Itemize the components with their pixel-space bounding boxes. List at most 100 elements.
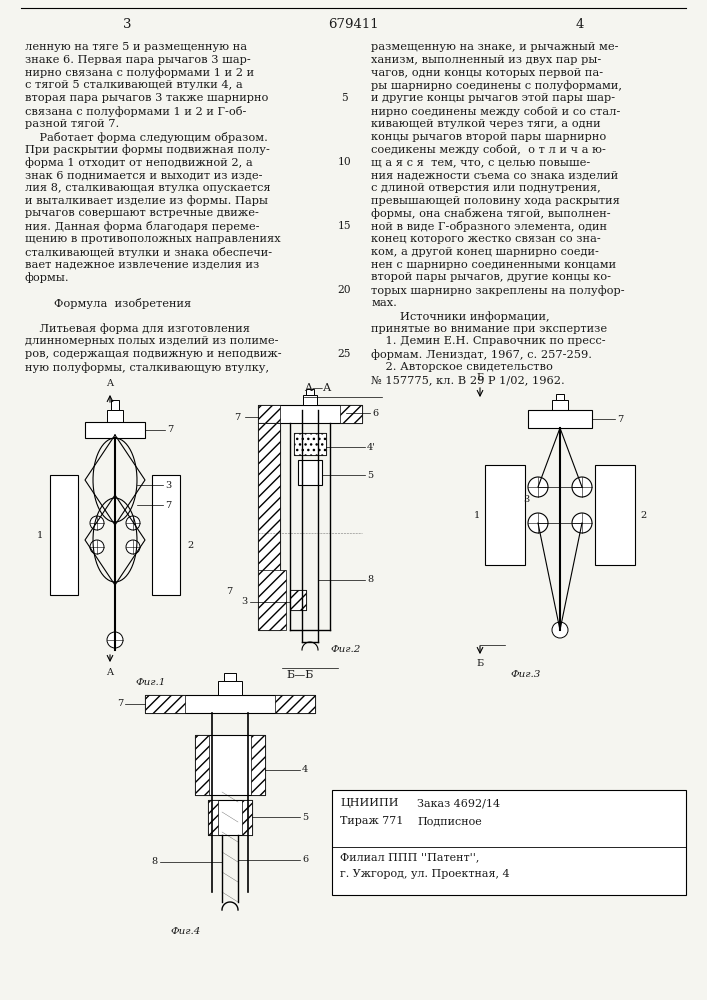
Text: 2. Авторское свидетельство: 2. Авторское свидетельство xyxy=(371,362,553,372)
Text: 7: 7 xyxy=(226,587,232,596)
Bar xyxy=(111,400,119,410)
Bar xyxy=(242,800,252,835)
Text: 15: 15 xyxy=(337,221,351,231)
Text: A: A xyxy=(107,668,114,677)
Text: ленную на тяге 5 и размещенную на: ленную на тяге 5 и размещенную на xyxy=(25,42,247,52)
Circle shape xyxy=(90,516,104,530)
Text: разной тягой 7.: разной тягой 7. xyxy=(25,119,119,129)
Text: 5: 5 xyxy=(367,471,373,480)
Bar xyxy=(258,570,286,630)
Text: 7: 7 xyxy=(234,412,240,422)
Text: 5: 5 xyxy=(302,812,308,822)
Bar xyxy=(306,389,314,395)
Text: с тягой 5 сталкивающей втулки 4, а: с тягой 5 сталкивающей втулки 4, а xyxy=(25,80,243,90)
Text: 2: 2 xyxy=(187,540,193,550)
Text: 679411: 679411 xyxy=(328,18,379,31)
Text: концы рычагов второй пары шарнирно: концы рычагов второй пары шарнирно xyxy=(371,132,607,142)
Text: 20: 20 xyxy=(337,285,351,295)
Bar xyxy=(50,475,78,595)
Bar xyxy=(275,695,315,713)
Bar xyxy=(332,790,686,895)
Circle shape xyxy=(126,516,140,530)
Text: нирно связана с полуформами 1 и 2 и: нирно связана с полуформами 1 и 2 и xyxy=(25,68,254,78)
Bar xyxy=(145,695,315,713)
Bar xyxy=(208,800,218,835)
Bar xyxy=(145,695,185,713)
Text: ЦНИИПИ: ЦНИИПИ xyxy=(340,798,399,808)
Text: нирно соединены между собой и со стал-: нирно соединены между собой и со стал- xyxy=(371,106,621,117)
Bar xyxy=(528,410,592,428)
Bar xyxy=(294,433,326,455)
Text: Работает форма следующим образом.: Работает форма следующим образом. xyxy=(25,132,268,143)
Text: рычагов совершают встречные движе-: рычагов совершают встречные движе- xyxy=(25,208,259,218)
Text: лия 8, сталкивающая втулка опускается: лия 8, сталкивающая втулка опускается xyxy=(25,183,270,193)
Text: 7: 7 xyxy=(617,414,624,424)
Bar xyxy=(290,590,306,610)
Bar xyxy=(107,410,123,422)
Text: формы.: формы. xyxy=(25,272,69,283)
Text: 3: 3 xyxy=(524,495,530,504)
Bar xyxy=(485,465,525,565)
Text: вторая пара рычагов 3 также шарнирно: вторая пара рычагов 3 также шарнирно xyxy=(25,93,268,103)
Text: длинномерных полых изделий из полиме-: длинномерных полых изделий из полиме- xyxy=(25,336,279,346)
Text: ком, а другой конец шарнирно соеди-: ком, а другой конец шарнирно соеди- xyxy=(371,247,599,257)
Text: 3: 3 xyxy=(242,597,248,606)
Text: знаке 6. Первая пара рычагов 3 шар-: знаке 6. Первая пара рычагов 3 шар- xyxy=(25,55,250,65)
Text: Фиг.3: Фиг.3 xyxy=(510,670,540,679)
Circle shape xyxy=(572,477,592,497)
Text: связана с полуформами 1 и 2 и Г-об-: связана с полуформами 1 и 2 и Г-об- xyxy=(25,106,246,117)
Text: 7: 7 xyxy=(167,426,173,434)
Text: 4': 4' xyxy=(367,442,376,452)
Text: A: A xyxy=(107,379,114,388)
Text: ров, содержащая подвижную и неподвиж-: ров, содержащая подвижную и неподвиж- xyxy=(25,349,281,359)
Bar xyxy=(595,465,635,565)
Text: 7: 7 xyxy=(165,500,171,510)
Bar xyxy=(258,405,280,423)
Text: ния. Данная форма благодаря переме-: ния. Данная форма благодаря переме- xyxy=(25,221,259,232)
Text: сталкивающей втулки и знака обеспечи-: сталкивающей втулки и знака обеспечи- xyxy=(25,247,272,258)
Text: При раскрытии формы подвижная полу-: При раскрытии формы подвижная полу- xyxy=(25,144,269,155)
Text: 8: 8 xyxy=(152,857,158,866)
Text: ния надежности съема со знака изделий: ния надежности съема со знака изделий xyxy=(371,170,619,180)
Text: 1. Демин Е.Н. Справочник по пресс-: 1. Демин Е.Н. Справочник по пресс- xyxy=(371,336,606,346)
Bar xyxy=(552,400,568,410)
Text: 25: 25 xyxy=(337,349,351,359)
Text: № 157775, кл. В 29 Р 1/02, 1962.: № 157775, кл. В 29 Р 1/02, 1962. xyxy=(371,375,565,385)
Text: щению в противоположных направлениях: щению в противоположных направлениях xyxy=(25,234,281,244)
Text: 1: 1 xyxy=(474,510,480,520)
Text: ры шарнирно соединены с полуформами,: ры шарнирно соединены с полуформами, xyxy=(371,80,622,91)
Bar xyxy=(85,422,145,438)
Text: знак 6 поднимается и выходит из изде-: знак 6 поднимается и выходит из изде- xyxy=(25,170,262,180)
Text: 8: 8 xyxy=(367,576,373,584)
Text: формы, она снабжена тягой, выполнен-: формы, она снабжена тягой, выполнен- xyxy=(371,208,611,219)
Bar xyxy=(294,433,326,455)
Text: 3: 3 xyxy=(165,481,171,489)
Circle shape xyxy=(528,513,548,533)
Text: Заказ 4692/14: Заказ 4692/14 xyxy=(417,798,501,808)
Text: чагов, одни концы которых первой па-: чагов, одни концы которых первой па- xyxy=(371,68,603,78)
Text: 5: 5 xyxy=(341,93,348,103)
Text: кивающей втулкой через тяги, а одни: кивающей втулкой через тяги, а одни xyxy=(371,119,601,129)
Bar xyxy=(195,735,209,795)
Bar xyxy=(195,735,265,795)
Text: соедикены между собой,  о т л и ч а ю-: соедикены между собой, о т л и ч а ю- xyxy=(371,144,606,155)
Bar xyxy=(218,681,242,695)
Text: Тираж 771: Тираж 771 xyxy=(340,816,404,826)
Bar xyxy=(556,394,564,400)
Bar xyxy=(152,475,180,595)
Text: A—A: A—A xyxy=(304,383,331,393)
Text: 6: 6 xyxy=(302,856,308,864)
Text: размещенную на знаке, и рычажный ме-: размещенную на знаке, и рычажный ме- xyxy=(371,42,619,52)
Text: Подписное: Подписное xyxy=(417,816,482,826)
Text: щ а я с я  тем, что, с целью повыше-: щ а я с я тем, что, с целью повыше- xyxy=(371,157,590,167)
Text: Филиал ППП ''Патент'',: Филиал ППП ''Патент'', xyxy=(340,853,479,863)
Bar xyxy=(340,405,362,423)
Text: 4: 4 xyxy=(575,18,584,31)
Text: г. Ужгород, ул. Проектная, 4: г. Ужгород, ул. Проектная, 4 xyxy=(340,869,510,879)
Bar xyxy=(224,673,236,681)
Bar xyxy=(208,800,252,835)
Text: 10: 10 xyxy=(337,157,351,167)
Circle shape xyxy=(552,622,568,638)
Text: второй пары рычагов, другие концы ко-: второй пары рычагов, другие концы ко- xyxy=(371,272,611,282)
Text: и другие концы рычагов этой пары шар-: и другие концы рычагов этой пары шар- xyxy=(371,93,615,103)
